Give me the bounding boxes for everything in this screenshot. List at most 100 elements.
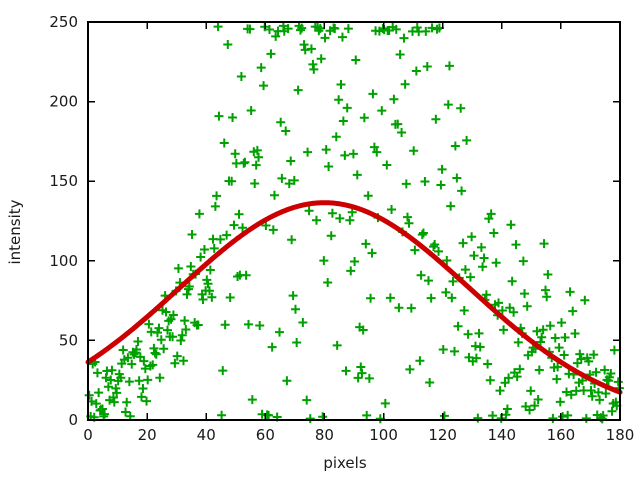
scatter-point — [442, 256, 452, 266]
scatter-point — [245, 24, 255, 34]
scatter-point — [255, 321, 265, 330]
x-tick-label-120: 120 — [428, 426, 457, 444]
x-tick-label-80: 80 — [315, 426, 334, 444]
scatter-point — [506, 220, 516, 230]
scatter-point — [552, 374, 562, 384]
scatter-point — [513, 337, 523, 347]
scatter-point — [207, 292, 217, 302]
scatter-point — [586, 386, 596, 396]
scatter-point — [500, 378, 510, 388]
scatter-point — [276, 117, 286, 127]
scatter-point — [570, 329, 580, 339]
scatter-point — [144, 319, 154, 329]
scatter-point — [275, 327, 285, 337]
scatter-point — [474, 328, 484, 338]
scatter-point — [92, 368, 102, 378]
scatter-point — [532, 326, 542, 336]
scatter-point — [576, 354, 586, 364]
scatter-point — [299, 40, 309, 50]
x-tick-label-20: 20 — [138, 426, 157, 444]
scatter-point — [304, 206, 314, 216]
scatter-point — [266, 49, 276, 59]
scatter-point — [553, 362, 563, 372]
scatter-point — [210, 201, 220, 211]
x-tick-label-40: 40 — [197, 426, 216, 444]
scatter-point — [486, 209, 496, 219]
scatter-point — [152, 328, 162, 338]
scatter-point — [131, 345, 141, 355]
scatter-point — [289, 175, 299, 185]
scatter-point — [522, 301, 532, 311]
scatter-point — [91, 399, 101, 409]
scatter-point — [357, 368, 367, 378]
scatter-point — [254, 152, 264, 162]
scatter-point — [193, 320, 203, 330]
scatter-point — [213, 22, 223, 32]
scatter-point — [538, 325, 548, 335]
scatter-point — [293, 85, 303, 95]
scatter-point — [209, 243, 219, 253]
scatter-point — [377, 106, 387, 116]
scatter-point — [140, 364, 150, 374]
x-axis-title: pixels — [323, 454, 367, 472]
scatter-point — [520, 289, 530, 299]
scatter-point — [161, 307, 171, 317]
y-tick-label-150: 150 — [49, 172, 78, 190]
scatter-point — [359, 113, 369, 123]
scatter-point — [497, 306, 507, 316]
scatter-point — [320, 33, 330, 43]
scatter-point — [372, 147, 382, 157]
scatter-point — [334, 95, 344, 105]
scatter-point — [288, 291, 298, 301]
scatter-point — [533, 394, 543, 404]
scatter-point — [563, 410, 573, 420]
scatter-point — [133, 337, 143, 347]
scatter-point — [389, 94, 399, 104]
axis-tick-marks — [87, 21, 621, 421]
scatter-point — [453, 321, 463, 331]
scatter-point — [186, 262, 196, 272]
scatter-point — [268, 225, 278, 235]
scatter-point — [204, 286, 214, 296]
scatter-point — [159, 344, 169, 354]
scatter-point — [225, 293, 235, 303]
scatter-point — [459, 306, 469, 316]
scatter-point — [347, 207, 357, 217]
x-tick-label-60: 60 — [256, 426, 275, 444]
scatter-point — [412, 23, 422, 33]
scatter-point — [319, 256, 329, 266]
scatter-point — [241, 270, 251, 280]
scatter-point — [196, 252, 206, 262]
scatter-point — [575, 349, 585, 359]
scatter-point — [163, 325, 173, 335]
scatter-point — [340, 150, 350, 160]
scatter-point — [136, 392, 146, 402]
scatter-point — [97, 404, 107, 414]
scatter-point — [227, 176, 237, 186]
scatter-point — [543, 269, 553, 279]
scatter-point — [327, 208, 337, 218]
scatter-point — [122, 397, 132, 407]
scatter-point — [534, 365, 544, 375]
scatter-point — [173, 263, 183, 273]
scatter-point — [84, 390, 94, 400]
scatter-point — [187, 229, 197, 239]
scatter-point — [118, 345, 128, 355]
scatter-point — [286, 156, 296, 166]
scatter-point — [443, 100, 453, 110]
scatter-point — [504, 373, 514, 383]
scatter-point — [448, 276, 458, 286]
scatter-point — [134, 376, 144, 386]
scatter-point — [421, 26, 431, 36]
scatter-point — [331, 132, 341, 142]
scatter-point — [456, 103, 466, 113]
scatter-point — [205, 265, 215, 275]
x-tick-label-160: 160 — [547, 426, 576, 444]
y-axis-tick-labels: 0 50 100 150 200 250 — [49, 13, 78, 429]
scatter-point — [463, 329, 473, 339]
scatter-point — [271, 31, 281, 41]
scatter-point — [363, 191, 373, 201]
scatter-point — [353, 373, 363, 383]
